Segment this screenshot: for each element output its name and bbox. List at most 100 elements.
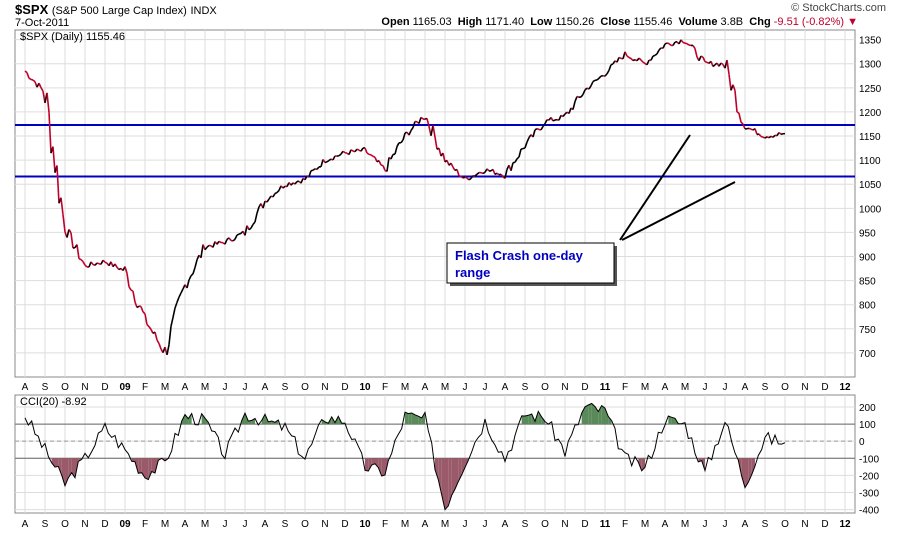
price-segment xyxy=(426,118,430,127)
price-x-tick-label: 10 xyxy=(359,382,371,393)
price-segment xyxy=(596,77,600,81)
price-segment xyxy=(524,141,528,149)
price-segment xyxy=(68,228,72,234)
cci-overbought-fill xyxy=(188,413,192,425)
price-segment xyxy=(590,81,594,87)
cci-x-tick-label: 12 xyxy=(839,519,851,530)
price-segment xyxy=(30,78,34,81)
cci-x-tick-label: A xyxy=(22,519,29,530)
price-segment xyxy=(592,79,596,83)
price-segment xyxy=(668,42,672,46)
price-segment xyxy=(194,259,198,268)
cci-y-tick-label: -300 xyxy=(859,488,879,499)
price-segment xyxy=(544,119,548,125)
price-segment xyxy=(664,42,668,45)
cci-oversold-fill xyxy=(148,458,152,480)
price-segment xyxy=(374,156,378,163)
price-segment xyxy=(312,168,316,171)
cci-oversold-fill xyxy=(61,458,65,486)
price-segment xyxy=(188,275,192,281)
price-segment xyxy=(772,134,776,138)
price-x-tick-label: 09 xyxy=(119,382,131,393)
price-x-tick-label: J xyxy=(723,382,728,393)
price-segment xyxy=(634,59,638,62)
cci-oversold-fill xyxy=(378,458,382,476)
price-segment xyxy=(514,158,518,163)
price-segment xyxy=(656,49,660,55)
cci-x-tick-label: F xyxy=(622,519,628,530)
brand-label: © StockCharts.com xyxy=(791,2,886,14)
price-x-tick-label: N xyxy=(801,382,808,393)
cci-y-tick-label: 200 xyxy=(859,403,876,414)
price-segment xyxy=(90,261,94,266)
price-y-tick-label: 900 xyxy=(859,253,876,264)
cci-x-tick-label: F xyxy=(382,519,388,530)
price-segment xyxy=(264,200,268,203)
price-segment xyxy=(680,39,684,43)
cci-x-tick-label: O xyxy=(781,519,789,530)
cci-oversold-fill xyxy=(55,458,59,468)
price-x-tick-label: O xyxy=(61,382,69,393)
price-segment xyxy=(616,57,620,63)
cci-overbought-fill xyxy=(415,414,419,425)
price-segment xyxy=(654,53,658,57)
price-segment xyxy=(234,234,238,240)
price-segment xyxy=(158,343,162,350)
cci-oversold-fill xyxy=(741,458,745,488)
price-x-tick-label: M xyxy=(441,382,449,393)
cci-x-tick-label: O xyxy=(541,519,549,530)
price-x-tick-label: J xyxy=(243,382,248,393)
price-segment xyxy=(632,59,636,62)
cci-x-tick-label: S xyxy=(282,519,289,530)
cci-oversold-fill xyxy=(451,458,455,496)
price-x-tick-label: 11 xyxy=(600,382,611,393)
cci-panel-frame xyxy=(14,394,856,514)
cci-oversold-fill xyxy=(381,458,385,476)
price-segment xyxy=(672,41,676,46)
price-segment xyxy=(332,155,336,161)
price-segment xyxy=(350,149,354,152)
cci-x-tick-label: J xyxy=(703,519,708,530)
price-segment xyxy=(492,169,496,175)
price-segment xyxy=(474,173,478,177)
price-segment xyxy=(610,63,614,66)
price-x-tick-label: N xyxy=(81,382,88,393)
price-segment xyxy=(62,214,66,233)
price-segment xyxy=(504,169,508,179)
price-segment xyxy=(532,129,536,138)
price-segment xyxy=(316,166,320,170)
cci-x-tick-label: 10 xyxy=(359,519,371,530)
price-segment xyxy=(328,158,332,162)
price-segment xyxy=(348,149,352,155)
price-segment xyxy=(628,56,632,60)
price-segment xyxy=(244,225,248,236)
price-x-tick-label: 12 xyxy=(839,382,851,393)
cci-overbought-fill xyxy=(671,417,675,425)
price-segment xyxy=(652,54,656,57)
cci-oversold-fill xyxy=(698,458,702,462)
cci-overbought-fill xyxy=(201,413,205,425)
price-segment xyxy=(604,73,608,77)
price-segment xyxy=(142,311,146,315)
price-segment xyxy=(408,130,412,136)
cci-oversold-fill xyxy=(365,458,369,472)
price-segment xyxy=(96,262,100,265)
price-x-tick-label: O xyxy=(781,382,789,393)
price-segment xyxy=(290,182,294,186)
price-x-tick-label: O xyxy=(301,382,309,393)
price-segment xyxy=(766,136,770,139)
price-segment xyxy=(494,172,498,176)
price-segment xyxy=(338,153,342,157)
price-segment xyxy=(272,193,276,198)
price-segment xyxy=(542,123,546,127)
price-segment xyxy=(736,111,740,114)
price-segment xyxy=(354,148,358,153)
price-segment xyxy=(294,180,298,185)
cci-x-tick-label: A xyxy=(742,519,749,530)
cci-x-tick-label: N xyxy=(801,519,808,530)
cci-x-tick-label: A xyxy=(502,519,509,530)
price-segment xyxy=(356,148,360,151)
price-segment xyxy=(266,198,270,203)
price-segment xyxy=(582,89,586,95)
price-segment xyxy=(40,87,44,92)
